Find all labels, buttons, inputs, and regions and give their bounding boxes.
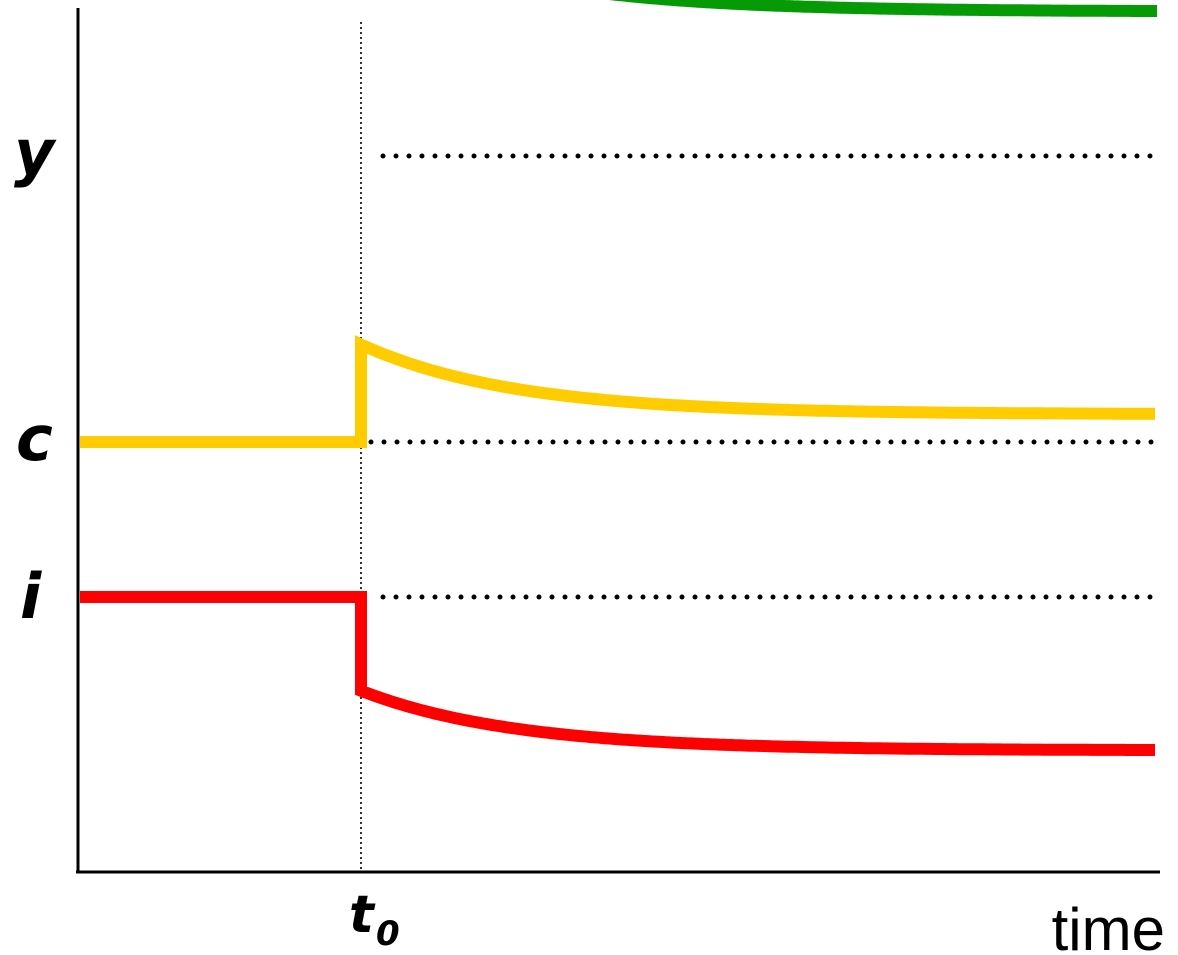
series-label-c: c (16, 402, 53, 475)
series-label-y: y (14, 116, 57, 189)
x-axis-label: time (1052, 896, 1165, 955)
event-label-subscript: 0 (376, 914, 400, 954)
series-line-c (80, 335, 1155, 448)
series-label-i: i (20, 560, 42, 633)
series-line-y (608, 0, 1159, 17)
event-label: t (349, 885, 376, 945)
series-line-i (80, 591, 1155, 756)
